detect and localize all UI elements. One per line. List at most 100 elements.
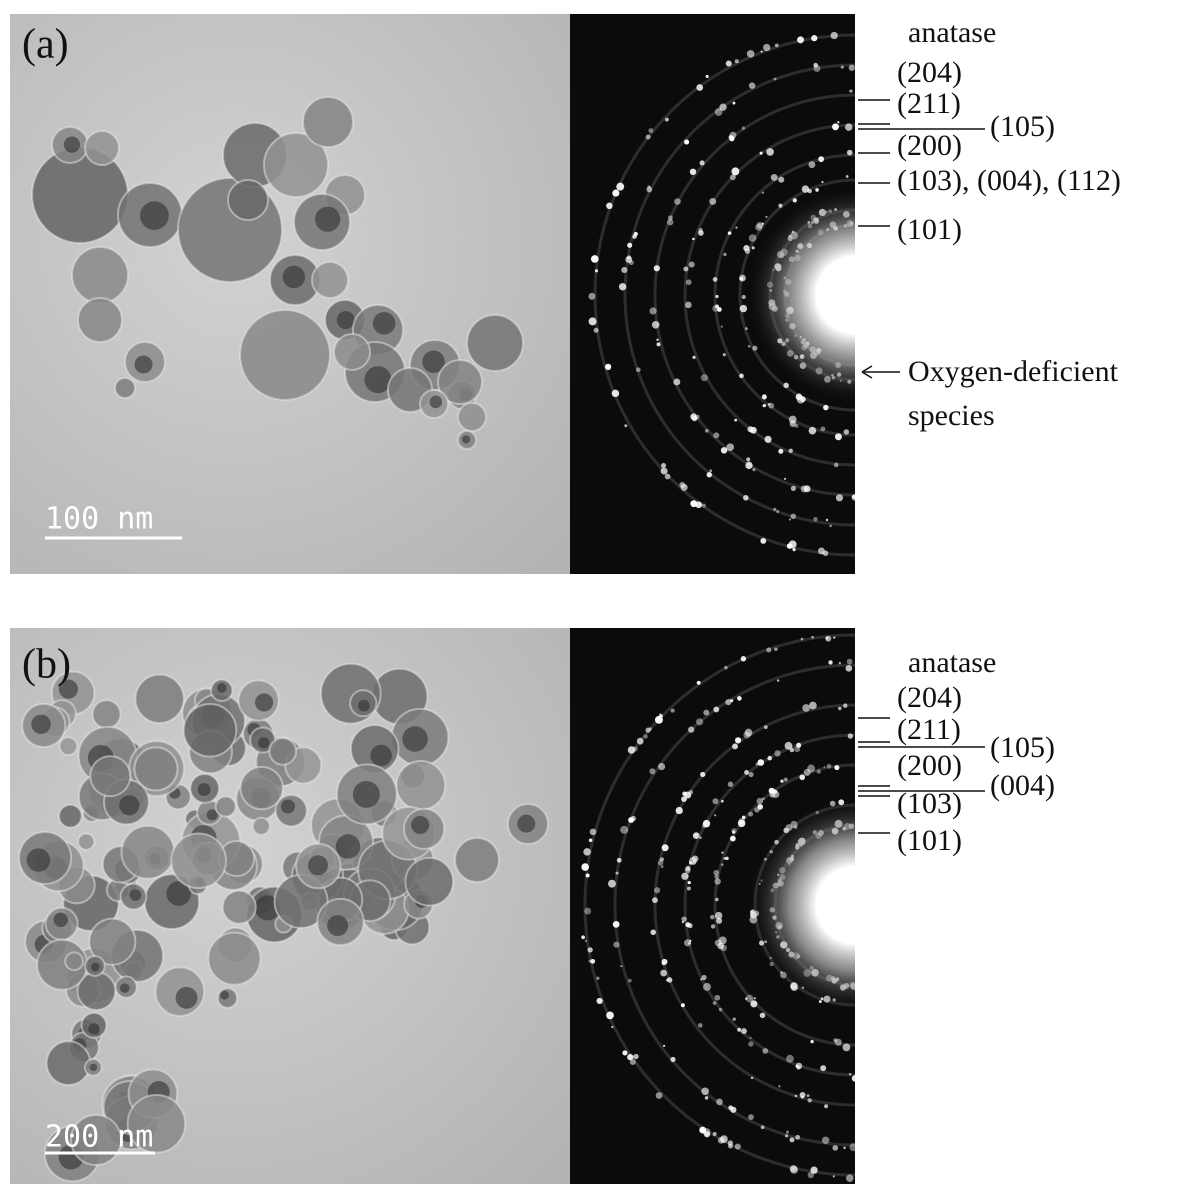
diffraction-spot xyxy=(584,908,591,915)
particle xyxy=(240,310,330,400)
diffraction-spot xyxy=(656,1092,663,1099)
diffraction-spot xyxy=(661,468,668,475)
diffraction-spot xyxy=(586,874,590,878)
diffraction-spot xyxy=(694,834,697,837)
diffraction-spot xyxy=(652,321,660,329)
diffraction-spot xyxy=(795,1135,800,1140)
diffraction-spot xyxy=(833,1175,835,1177)
diffraction-spot xyxy=(764,725,768,729)
diffraction-spot xyxy=(650,930,656,936)
diffraction-spot xyxy=(613,942,619,948)
diffraction-spot xyxy=(813,517,817,521)
diffraction-spot xyxy=(849,1143,857,1151)
diffraction-spot xyxy=(730,836,736,842)
phase-label: anatase xyxy=(908,646,996,679)
diffraction-spot xyxy=(771,174,778,181)
diffraction-spot xyxy=(794,746,800,752)
diffraction-spot xyxy=(852,1075,858,1081)
diffraction-spot xyxy=(837,121,839,123)
diffraction-spot xyxy=(692,356,695,359)
diffraction-spot xyxy=(844,429,849,434)
diffraction-spot xyxy=(735,226,737,228)
diffraction-spot xyxy=(849,89,852,92)
diffraction-spot xyxy=(707,472,712,477)
figure: anatase(204)(211)(105)(200)(103), (004),… xyxy=(0,0,1182,1184)
diffraction-spot xyxy=(849,1073,851,1075)
diffraction-spot xyxy=(827,764,832,769)
diffraction-spot xyxy=(658,763,665,770)
diffraction-spot xyxy=(583,848,590,855)
diffraction-spot xyxy=(813,63,818,68)
particle-core xyxy=(88,1023,99,1034)
diffraction-spot xyxy=(820,1065,826,1071)
particle xyxy=(228,180,268,220)
plane-label: (004) xyxy=(990,769,1055,802)
diffraction-spot xyxy=(756,763,759,766)
diffraction-spot xyxy=(809,427,817,435)
particle xyxy=(455,838,499,882)
plane-label: (101) xyxy=(897,213,962,246)
diffraction-spot xyxy=(661,865,664,868)
particle-core xyxy=(140,201,169,230)
diffraction-spot xyxy=(790,1165,797,1172)
diffraction-spot xyxy=(793,198,797,202)
plane-label: (105) xyxy=(990,731,1055,764)
diffraction-spot xyxy=(699,837,701,839)
particle-core xyxy=(327,915,348,936)
diffraction-spot xyxy=(697,681,701,685)
diffraction-spot xyxy=(668,215,673,220)
diffraction-spot xyxy=(735,737,741,743)
plane-label: (200) xyxy=(897,129,962,162)
diffraction-spot xyxy=(673,379,680,386)
diffraction-spot xyxy=(731,167,739,175)
diffraction-spot xyxy=(658,860,664,866)
particle-core xyxy=(358,700,370,712)
diffraction-spot xyxy=(588,947,593,952)
diffraction-spot xyxy=(775,44,779,48)
diffraction-spot xyxy=(645,728,650,733)
diffraction-spot xyxy=(590,829,597,836)
diffraction-spot xyxy=(748,345,751,348)
diffraction-spot xyxy=(696,84,703,91)
diffraction-spot xyxy=(760,538,766,544)
diffraction-spot xyxy=(616,183,624,191)
diffraction-spot xyxy=(591,255,599,263)
diffraction-spot xyxy=(685,866,690,871)
diffraction-spot xyxy=(728,1105,733,1110)
diffraction-spot xyxy=(760,1013,766,1019)
particle xyxy=(121,826,174,879)
diffraction-spot xyxy=(606,1012,614,1020)
diffraction-spot xyxy=(754,997,756,999)
particle xyxy=(93,700,121,728)
figure-canvas: anatase(204)(211)(105)(200)(103), (004),… xyxy=(0,0,1182,1184)
diffraction-spot xyxy=(730,132,737,139)
diffraction-spot xyxy=(789,518,791,520)
plane-label: (200) xyxy=(897,749,962,782)
diffraction-spot xyxy=(612,190,619,197)
plane-label: (105) xyxy=(990,110,1055,143)
diffraction-spot xyxy=(742,127,745,130)
diffraction-spot xyxy=(620,826,628,834)
diffraction-spot xyxy=(751,1077,754,1080)
plane-label: (103), (004), (112) xyxy=(897,164,1121,197)
diffraction-spot xyxy=(692,238,694,240)
diffraction-spot xyxy=(745,462,752,469)
diffraction-spot xyxy=(662,844,669,851)
diffraction-spot xyxy=(617,858,622,863)
diffraction-spot xyxy=(833,636,835,638)
diffraction-spot xyxy=(654,887,660,893)
diffraction-spot xyxy=(748,772,753,777)
diffraction-spot xyxy=(721,447,728,454)
diffraction-spot xyxy=(777,679,779,681)
diffraction-spot xyxy=(740,277,744,281)
particle-core xyxy=(337,311,355,329)
particle-core xyxy=(462,435,470,443)
diffraction-spot xyxy=(789,449,793,453)
particle-core xyxy=(176,987,198,1009)
diffraction-spot xyxy=(692,861,696,865)
diffraction-spot xyxy=(752,246,755,249)
diffraction-spot xyxy=(810,1040,813,1043)
diffraction-spot xyxy=(774,750,780,756)
diffraction-spot xyxy=(826,519,828,521)
diffraction-spot xyxy=(698,1023,703,1028)
